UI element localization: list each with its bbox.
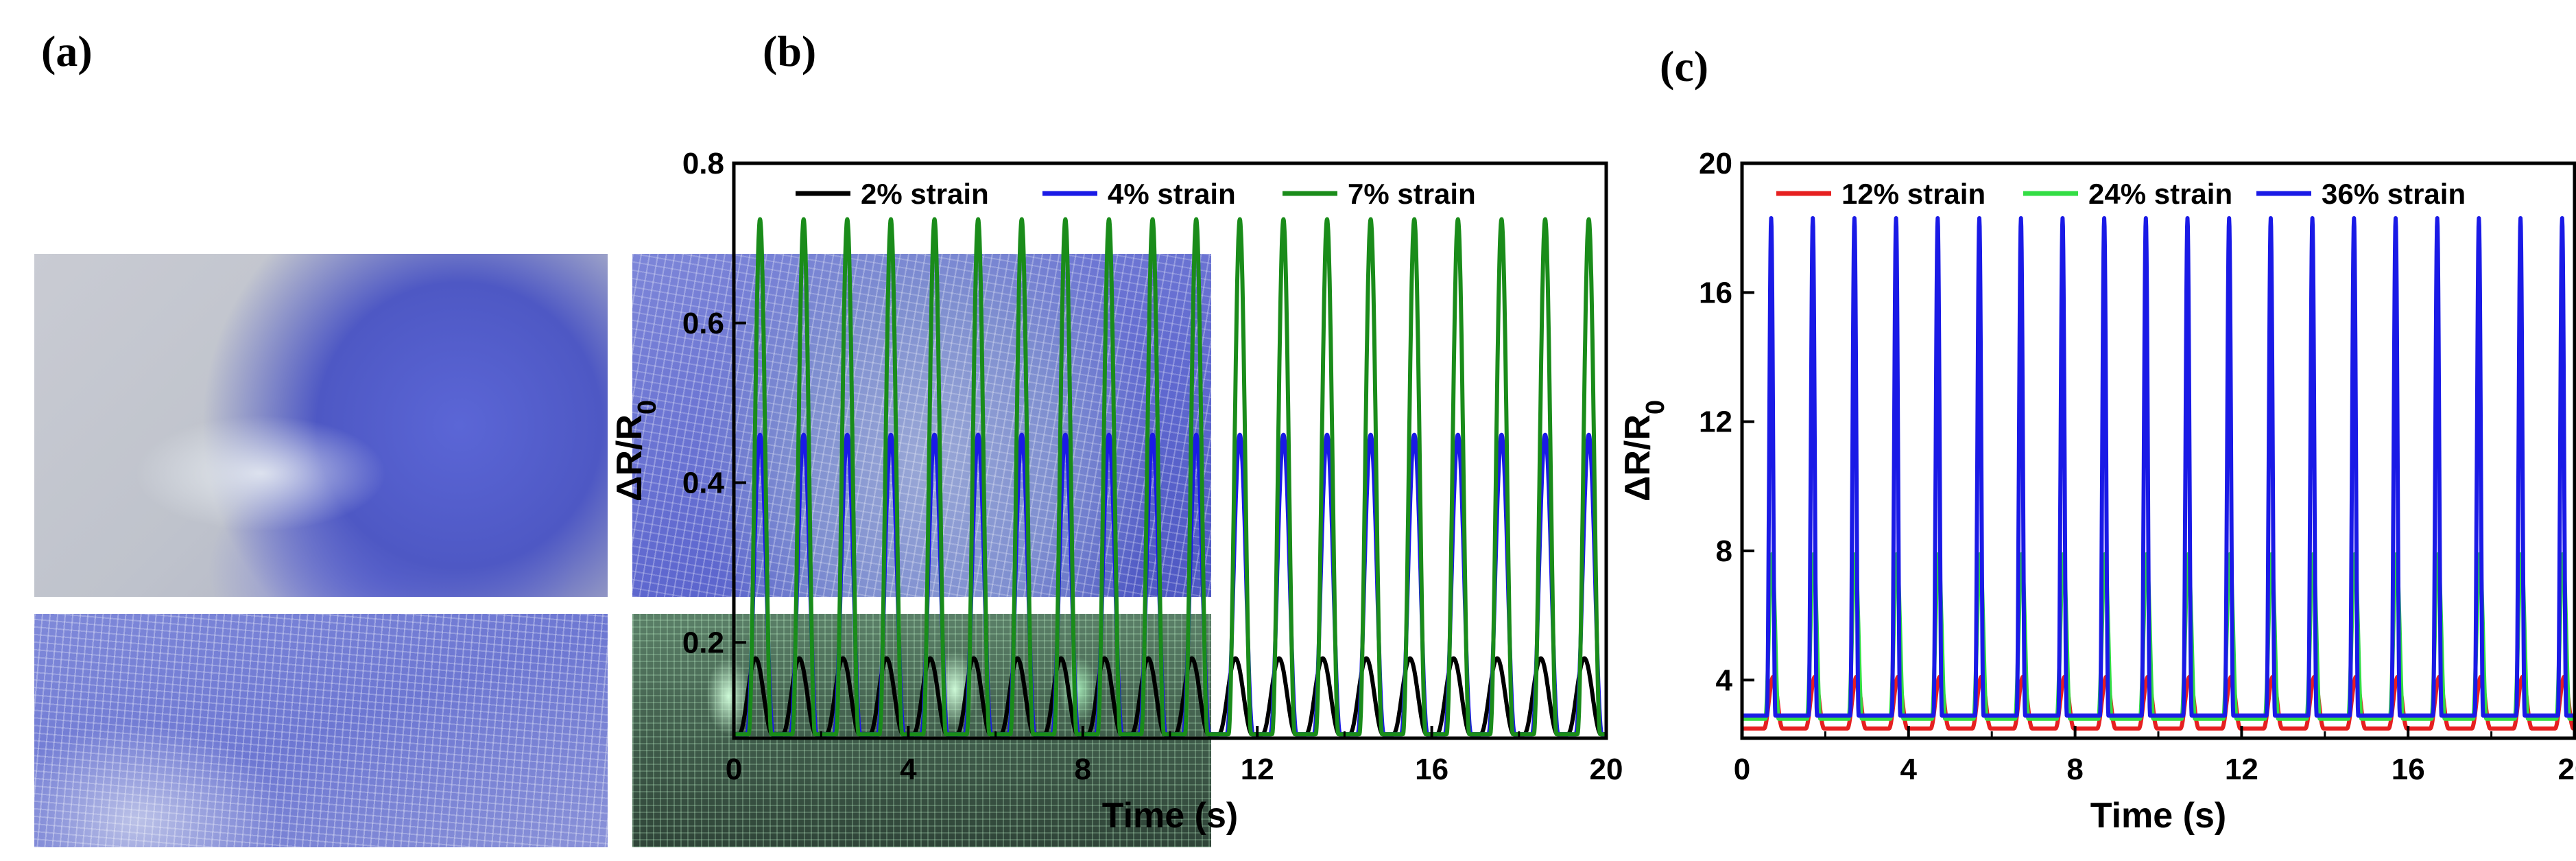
series-line-12-strain (1742, 674, 2575, 731)
series-line-7-strain (734, 217, 1606, 737)
x-axis-label: Time (s) (1102, 796, 1238, 836)
plot-frame (732, 161, 1608, 740)
series-line-24-strain (1742, 552, 2575, 721)
legend-label: 4% strain (1108, 178, 1236, 210)
mesh-film-closeup-photo (34, 614, 608, 847)
series-line-2-strain (734, 656, 1606, 737)
panel-label-a: (a) (41, 27, 93, 75)
legend-label: 12% strain (1841, 178, 1985, 210)
y-tick-label: 0.8 (682, 147, 724, 180)
x-tick-label: 0 (726, 753, 742, 786)
y-tick-label: 0.6 (682, 307, 724, 340)
x-axis-label: Time (s) (2090, 796, 2226, 836)
panel-label-c: (c) (1660, 42, 1709, 91)
x-tick-label: 0 (1734, 753, 1750, 786)
chart-b-group: 0 4 8 12 16 20 0.2 0.4 0.6 0.8 Time (s) ΔR/R0 2% str… (610, 147, 1623, 836)
y-tick-label: 8 (1716, 534, 1732, 568)
x-tick-label: 4 (1900, 753, 1918, 786)
x-tick-label: 20 (1590, 753, 1623, 786)
y-tick-label: 4 (1716, 663, 1733, 697)
y-tick-label: 16 (1699, 276, 1732, 309)
x-tick-label: 20 (2558, 753, 2576, 786)
y-tick-label: 0.4 (682, 467, 725, 500)
series-line-4-strain (734, 432, 1606, 737)
legend-label: 7% strain (1348, 178, 1476, 210)
x-tick-label: 16 (2392, 753, 2425, 786)
gloved-fingers-holding-folded-film-photo (34, 254, 608, 597)
x-tick-label: 8 (2066, 753, 2083, 786)
x-tick-label: 12 (1241, 753, 1274, 786)
legend-label: 2% strain (861, 178, 989, 210)
y-axis-label: ΔR/R0 (1618, 400, 1670, 502)
series-line-36-strain (1742, 216, 2575, 718)
x-tick-label: 16 (1415, 753, 1448, 786)
legend-label: 24% strain (2088, 178, 2232, 210)
y-tick-label: 12 (1699, 405, 1732, 439)
x-tick-label: 8 (1075, 753, 1091, 786)
x-tick-label: 4 (900, 753, 917, 786)
panel-label-b: (b) (763, 27, 817, 75)
y-tick-label: 0.2 (682, 626, 724, 659)
legend-label: 36% strain (2322, 178, 2466, 210)
y-tick-label: 20 (1699, 147, 1732, 180)
x-tick-label: 12 (2225, 753, 2258, 786)
chart-c-group: 0 4 8 12 16 20 4 8 12 16 20 Time (s) ΔR/R0 12% strain… (1618, 147, 2576, 836)
y-axis-label: ΔR/R0 (610, 400, 662, 502)
plot-frame (1740, 161, 2576, 740)
